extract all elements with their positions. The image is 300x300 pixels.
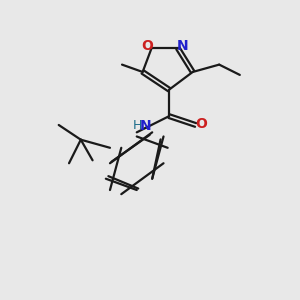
Text: N: N	[177, 39, 188, 53]
Text: H: H	[133, 119, 142, 132]
Text: O: O	[196, 117, 208, 131]
Text: O: O	[141, 39, 153, 53]
Text: N: N	[140, 118, 152, 133]
